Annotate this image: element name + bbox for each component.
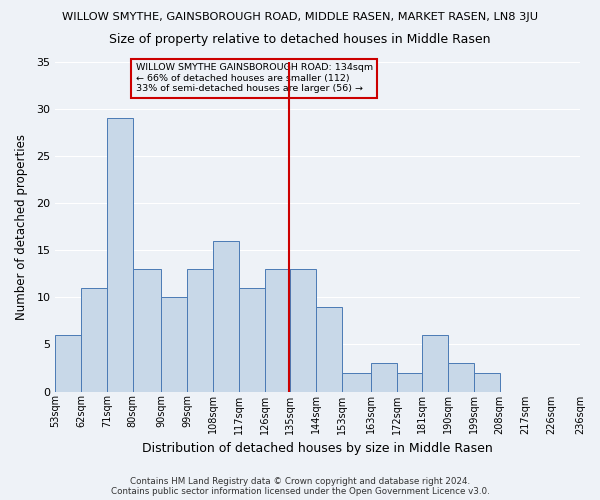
- Bar: [239, 288, 265, 392]
- Bar: [397, 372, 422, 392]
- Bar: [81, 288, 107, 392]
- Text: WILLOW SMYTHE, GAINSBOROUGH ROAD, MIDDLE RASEN, MARKET RASEN, LN8 3JU: WILLOW SMYTHE, GAINSBOROUGH ROAD, MIDDLE…: [62, 12, 538, 22]
- Bar: [187, 269, 213, 392]
- X-axis label: Distribution of detached houses by size in Middle Rasen: Distribution of detached houses by size …: [142, 442, 493, 455]
- Bar: [55, 335, 81, 392]
- Bar: [342, 372, 371, 392]
- Text: Size of property relative to detached houses in Middle Rasen: Size of property relative to detached ho…: [109, 32, 491, 46]
- Bar: [316, 306, 342, 392]
- Bar: [290, 269, 316, 392]
- Bar: [474, 372, 500, 392]
- Bar: [107, 118, 133, 392]
- Y-axis label: Number of detached properties: Number of detached properties: [15, 134, 28, 320]
- Bar: [161, 297, 187, 392]
- Bar: [448, 363, 474, 392]
- Bar: [265, 269, 290, 392]
- Text: Contains public sector information licensed under the Open Government Licence v3: Contains public sector information licen…: [110, 487, 490, 496]
- Bar: [133, 269, 161, 392]
- Bar: [422, 335, 448, 392]
- Text: Contains HM Land Registry data © Crown copyright and database right 2024.: Contains HM Land Registry data © Crown c…: [130, 477, 470, 486]
- Bar: [371, 363, 397, 392]
- Text: WILLOW SMYTHE GAINSBOROUGH ROAD: 134sqm
← 66% of detached houses are smaller (11: WILLOW SMYTHE GAINSBOROUGH ROAD: 134sqm …: [136, 64, 373, 93]
- Bar: [213, 240, 239, 392]
